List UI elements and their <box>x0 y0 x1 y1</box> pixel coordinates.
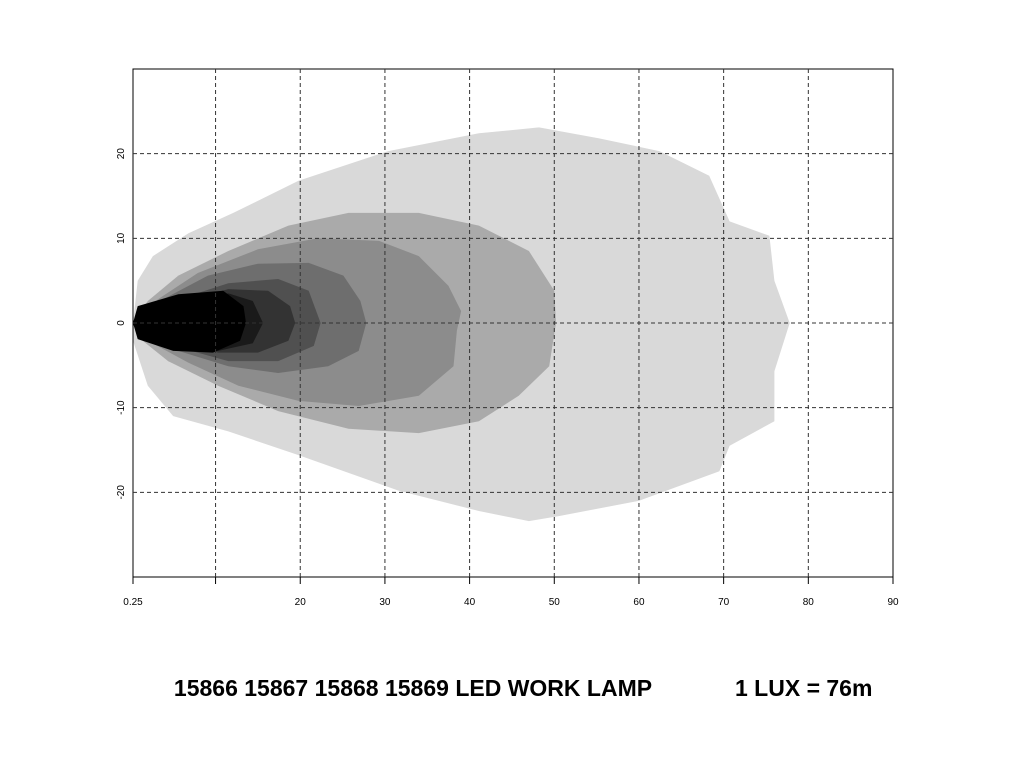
isolux-contour <box>133 290 246 353</box>
y-tick-label: 20 <box>116 148 127 160</box>
x-tick-label: 40 <box>464 597 476 608</box>
y-tick-label: 0 <box>116 320 127 326</box>
contours <box>133 127 790 522</box>
x-tick-label: 90 <box>887 597 899 608</box>
x-tick-label: 60 <box>633 597 645 608</box>
x-tick-label: 30 <box>379 597 391 608</box>
x-tick-label: 0.25 <box>123 597 143 608</box>
y-tick-label: -10 <box>116 400 127 415</box>
chart-subtitle: 1 LUX = 76m <box>735 675 872 701</box>
y-tick-label: -20 <box>116 485 127 500</box>
axes: 0.25 20 30 40 50 60 70 80 90 -20 -10 0 10 20 <box>116 68 899 608</box>
x-tick-label: 20 <box>295 597 307 608</box>
x-tick-label: 70 <box>718 597 730 608</box>
x-tick-label: 80 <box>803 597 815 608</box>
chart-title: 15866 15867 15868 15869 LED WORK LAMP <box>174 675 652 701</box>
y-tick-label: 10 <box>116 232 127 244</box>
x-tick-label: 50 <box>549 597 561 608</box>
